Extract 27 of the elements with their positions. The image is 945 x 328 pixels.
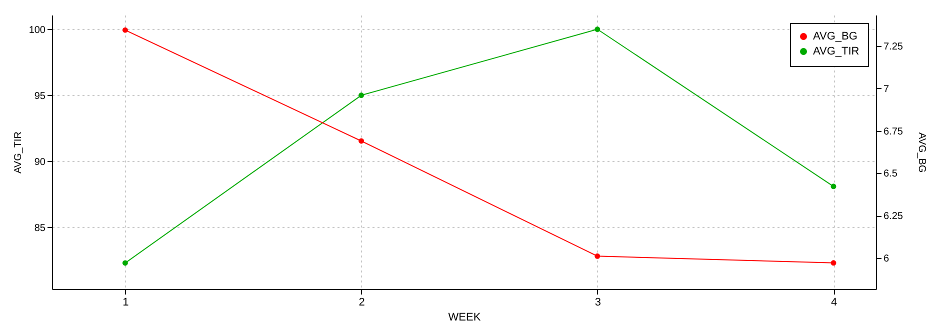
point bbox=[358, 138, 364, 144]
point bbox=[830, 260, 836, 266]
y2-tick-label: 6.25 bbox=[884, 211, 904, 222]
point bbox=[122, 27, 128, 33]
y-tick-label: 100 bbox=[28, 24, 46, 36]
y2-tick-label: 6 bbox=[884, 253, 890, 264]
y2-tick-label: 6.75 bbox=[884, 126, 904, 138]
x-tick-label: 1 bbox=[122, 296, 129, 308]
x-tick-label: 2 bbox=[358, 296, 365, 308]
y2-tick-label: 6.5 bbox=[884, 168, 898, 180]
point bbox=[594, 26, 600, 32]
y2-tick-label: 7 bbox=[884, 84, 890, 95]
legend-label: AVG_BG bbox=[813, 30, 858, 42]
x-tick-label: 3 bbox=[594, 296, 601, 308]
y2-axis-title: AVG_BG bbox=[916, 132, 927, 173]
legend-label: AVG_TIR bbox=[813, 46, 860, 58]
y-tick-label: 90 bbox=[34, 156, 46, 168]
x-tick-label: 4 bbox=[830, 296, 838, 308]
point bbox=[830, 184, 836, 190]
y2-tick-label: 7.25 bbox=[884, 42, 904, 53]
y-axis-title: AVG_TIR bbox=[12, 131, 24, 174]
y-tick-label: 95 bbox=[34, 90, 46, 102]
point bbox=[358, 92, 364, 98]
x-axis-title: WEEK bbox=[448, 312, 482, 324]
point bbox=[122, 260, 128, 266]
y-tick-label: 85 bbox=[34, 222, 46, 234]
point bbox=[594, 253, 600, 259]
